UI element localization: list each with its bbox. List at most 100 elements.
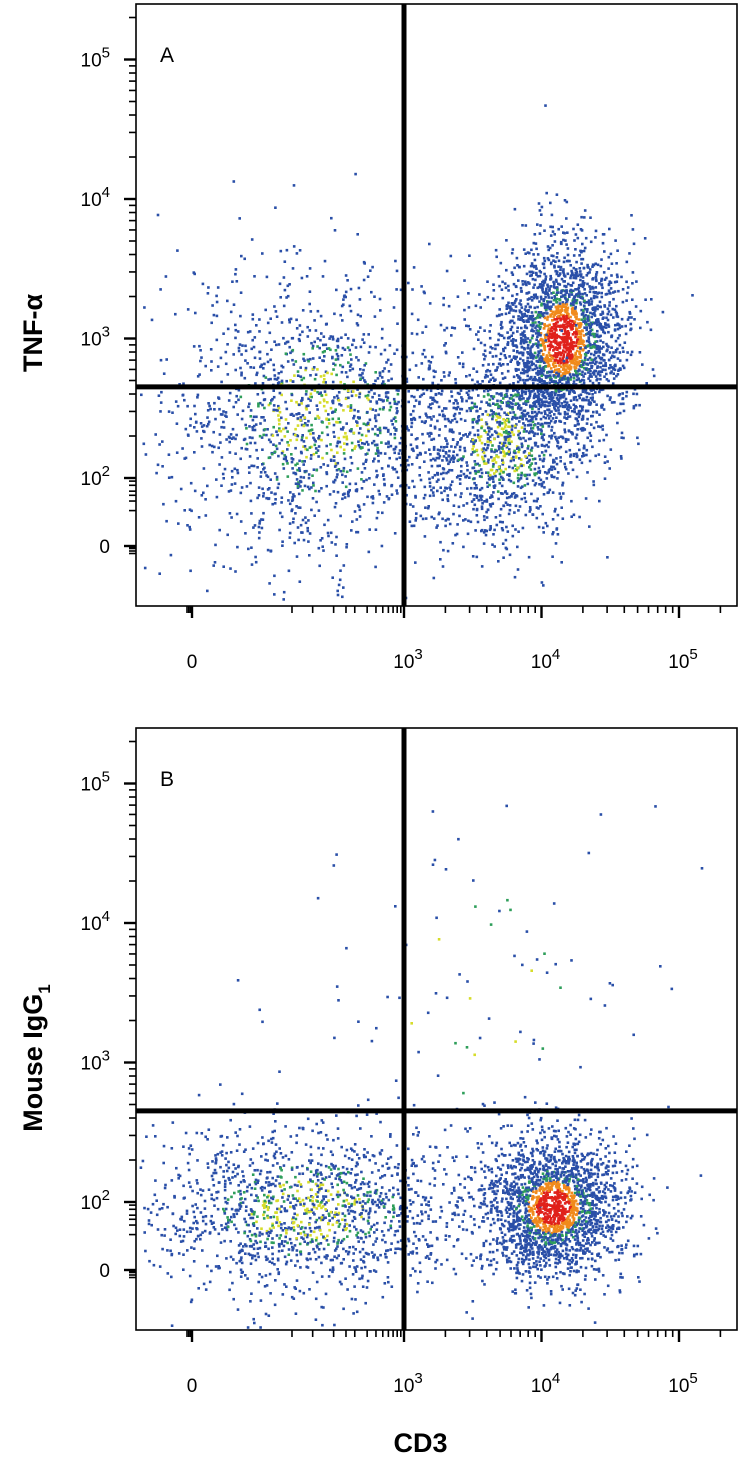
scatter-point (603, 461, 607, 464)
scatter-point (252, 464, 256, 468)
scatter-point (288, 345, 291, 349)
scatter-point (542, 340, 545, 343)
scatter-point (607, 330, 610, 334)
scatter-point (530, 427, 533, 430)
scatter-point (484, 533, 488, 537)
scatter-point (594, 454, 597, 458)
scatter-point (590, 364, 594, 368)
scatter-point (500, 484, 504, 488)
scatter-point (342, 586, 345, 589)
scatter-point (518, 420, 521, 423)
scatter-point (480, 400, 483, 404)
scatter-point (519, 303, 523, 306)
scatter-point (399, 288, 403, 292)
scatter-point (202, 424, 206, 427)
scatter-point (457, 474, 460, 478)
scatter-point (207, 286, 210, 289)
scatter-point (481, 457, 485, 461)
scatter-point (505, 492, 509, 495)
scatter-point (570, 361, 573, 365)
scatter-point (543, 348, 547, 352)
scatter-point (301, 489, 304, 492)
scatter-point (533, 283, 536, 287)
scatter-point (498, 362, 502, 365)
scatter-point (566, 340, 569, 343)
scatter-point (558, 302, 562, 305)
scatter-point (535, 329, 538, 332)
scatter-point (251, 436, 254, 440)
scatter-point (323, 350, 326, 353)
scatter-point (321, 350, 325, 354)
scatter-point (311, 347, 314, 350)
scatter-point (216, 286, 220, 289)
scatter-point (444, 451, 448, 454)
scatter-point (533, 233, 537, 236)
scatter-point (497, 405, 500, 408)
scatter-point (569, 453, 573, 457)
scatter-point (505, 413, 508, 416)
scatter-point (592, 426, 596, 430)
scatter-point (609, 313, 613, 317)
scatter-point (302, 538, 306, 542)
scatter-point (547, 248, 550, 252)
scatter-point (524, 224, 528, 227)
scatter-point (247, 547, 250, 551)
scatter-point (317, 455, 320, 458)
scatter-point (551, 225, 554, 229)
scatter-point (594, 229, 598, 233)
scatter-point (610, 370, 613, 373)
scatter-point (321, 421, 324, 424)
scatter-point (566, 378, 570, 382)
scatter-point (632, 406, 636, 410)
scatter-point (599, 339, 602, 343)
scatter-point (536, 286, 539, 290)
scatter-point (554, 341, 557, 345)
scatter-point (283, 454, 286, 457)
scatter-point (391, 423, 394, 426)
scatter-point (612, 367, 615, 370)
scatter-point (580, 295, 584, 299)
scatter-point (510, 397, 513, 400)
scatter-point (282, 598, 285, 601)
scatter-point (312, 432, 315, 435)
scatter-point (583, 315, 586, 319)
scatter-point (295, 438, 299, 442)
scatter-point (296, 482, 299, 486)
scatter-point (570, 269, 573, 273)
scatter-point (499, 405, 502, 408)
scatter-point (569, 326, 572, 329)
scatter-point (602, 408, 606, 411)
scatter-point (537, 333, 540, 337)
scatter-point (575, 362, 578, 365)
scatter-point (295, 318, 298, 322)
scatter-point (591, 285, 594, 289)
scatter-point (369, 269, 372, 272)
scatter-point (532, 382, 535, 385)
scatter-point (290, 393, 294, 397)
scatter-point (247, 405, 250, 409)
scatter-point (486, 446, 489, 450)
scatter-point (444, 342, 447, 345)
scatter-point (395, 489, 398, 492)
scatter-point (582, 398, 585, 402)
scatter-point (553, 380, 556, 384)
scatter-point (522, 464, 525, 467)
scatter-point (374, 443, 378, 447)
scatter-point (574, 373, 578, 377)
scatter-point (541, 262, 545, 265)
scatter-point (508, 472, 511, 476)
scatter-point (554, 305, 558, 309)
scatter-point (428, 481, 432, 485)
scatter-point (564, 301, 568, 305)
scatter-point (299, 485, 302, 488)
scatter-point (538, 397, 541, 401)
scatter-point (266, 488, 270, 491)
scatter-point (332, 455, 336, 458)
scatter-point (597, 425, 600, 428)
scatter-point (334, 543, 337, 546)
scatter-point (598, 361, 601, 365)
scatter-point (336, 593, 340, 597)
scatter-point (531, 334, 535, 337)
scatter-point (537, 311, 541, 314)
scatter-point (555, 340, 558, 343)
